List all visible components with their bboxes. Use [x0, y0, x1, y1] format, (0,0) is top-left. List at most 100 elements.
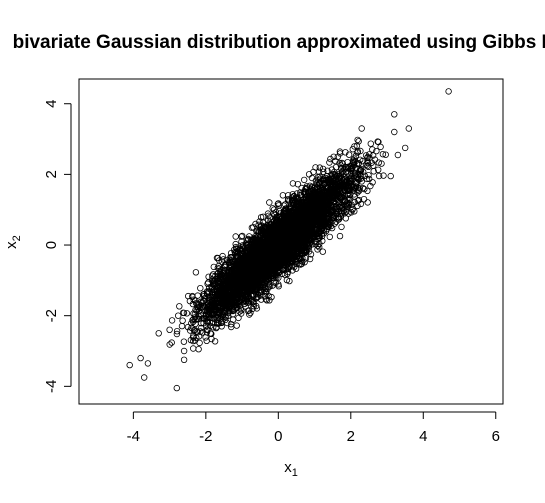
- scatter-point: [322, 216, 329, 223]
- scatter-point: [351, 155, 358, 162]
- scatter-point: [194, 329, 201, 336]
- scatter-point: [238, 296, 245, 304]
- x-tick-label: 6: [492, 428, 500, 445]
- scatter-point: [369, 152, 377, 159]
- scatter-point: [197, 285, 204, 292]
- scatter-point: [269, 205, 276, 212]
- scatter-point: [296, 202, 303, 209]
- y-tick-label: 2: [43, 170, 60, 178]
- scatter-point: [271, 246, 278, 254]
- scatter-point: [316, 243, 323, 251]
- scatter-point: [323, 172, 331, 180]
- scatter-point: [221, 287, 229, 294]
- scatter-point: [293, 190, 301, 197]
- scatter-point: [248, 253, 256, 261]
- scatter-point: [216, 294, 223, 301]
- scatter-point: [294, 202, 301, 209]
- scatter-point: [323, 225, 331, 233]
- scatter-point: [261, 293, 268, 300]
- scatter-point: [191, 337, 199, 344]
- scatter-point: [320, 168, 327, 175]
- scatter-point: [323, 223, 331, 231]
- scatter-point: [266, 219, 273, 227]
- scatter-point: [328, 201, 335, 209]
- scatter-point: [292, 238, 299, 246]
- scatter-point: [257, 268, 265, 276]
- scatter-point: [354, 136, 361, 144]
- scatter-point: [263, 289, 270, 296]
- scatter-point: [173, 330, 181, 338]
- y-tick-label: -4: [43, 380, 60, 393]
- scatter-point: [367, 140, 374, 147]
- scatter-point: [203, 288, 211, 295]
- scatter-point: [250, 292, 257, 300]
- scatter-point: [215, 257, 223, 264]
- scatter-point: [193, 328, 200, 335]
- scatter-point: [236, 289, 244, 296]
- scatter-point: [232, 240, 239, 248]
- scatter-point: [287, 231, 294, 238]
- scatter-point: [219, 252, 226, 260]
- scatter-point: [367, 182, 374, 190]
- scatter-point: [364, 157, 371, 165]
- scatter-point: [364, 162, 371, 170]
- scatter-point: [307, 227, 315, 235]
- scatter-point: [350, 158, 358, 166]
- scatter-point: [237, 294, 244, 301]
- scatter-point: [351, 198, 358, 206]
- x-tick-label: 2: [347, 428, 355, 445]
- scatter-point: [224, 302, 231, 309]
- scatter-point: [242, 240, 249, 247]
- scatter-point: [314, 173, 322, 181]
- scatter-point: [279, 192, 287, 199]
- scatter-point: [273, 260, 280, 267]
- scatter-point: [241, 297, 249, 304]
- scatter-point: [377, 143, 384, 151]
- scatter-point: [269, 282, 276, 289]
- scatter-point: [310, 168, 317, 176]
- scatter-point: [285, 216, 293, 224]
- scatter-point: [241, 255, 249, 262]
- scatter-point: [339, 160, 346, 167]
- scatter-point: [282, 206, 289, 214]
- scatter-point: [173, 328, 181, 335]
- scatter-point: [298, 246, 306, 253]
- scatter-point: [208, 330, 215, 338]
- scatter-point: [336, 150, 344, 157]
- scatter-point: [217, 267, 224, 274]
- scatter-point: [314, 242, 322, 249]
- scatter-point: [250, 236, 257, 243]
- scatter-point: [189, 345, 197, 352]
- scatter-point: [300, 215, 307, 222]
- scatter-point: [284, 195, 292, 203]
- scatter-point: [289, 191, 296, 198]
- scatter-point: [174, 312, 182, 319]
- scatter-point: [273, 217, 280, 224]
- scatter-point: [289, 267, 296, 274]
- scatter-point: [194, 292, 201, 299]
- scatter-point: [239, 232, 246, 240]
- scatter-point: [223, 278, 230, 285]
- scatter-point: [262, 296, 270, 303]
- scatter-point: [254, 238, 261, 245]
- scatter-point: [264, 227, 272, 235]
- scatter-point: [168, 317, 176, 324]
- scatter-point: [329, 214, 336, 221]
- scatter-point: [342, 215, 349, 222]
- scatter-point: [365, 171, 372, 179]
- scatter-point: [166, 341, 173, 348]
- scatter-point: [210, 281, 217, 289]
- scatter-point: [202, 334, 209, 341]
- scatter-point: [314, 246, 321, 253]
- scatter-point: [345, 199, 352, 207]
- scatter-point: [348, 209, 355, 216]
- scatter-point: [327, 208, 334, 215]
- scatter-point: [269, 232, 276, 239]
- scatter-point: [197, 324, 205, 332]
- data-points: [126, 88, 452, 392]
- scatter-point: [355, 138, 362, 145]
- scatter-point: [244, 288, 252, 295]
- scatter-point: [322, 201, 329, 209]
- scatter-point: [364, 154, 371, 161]
